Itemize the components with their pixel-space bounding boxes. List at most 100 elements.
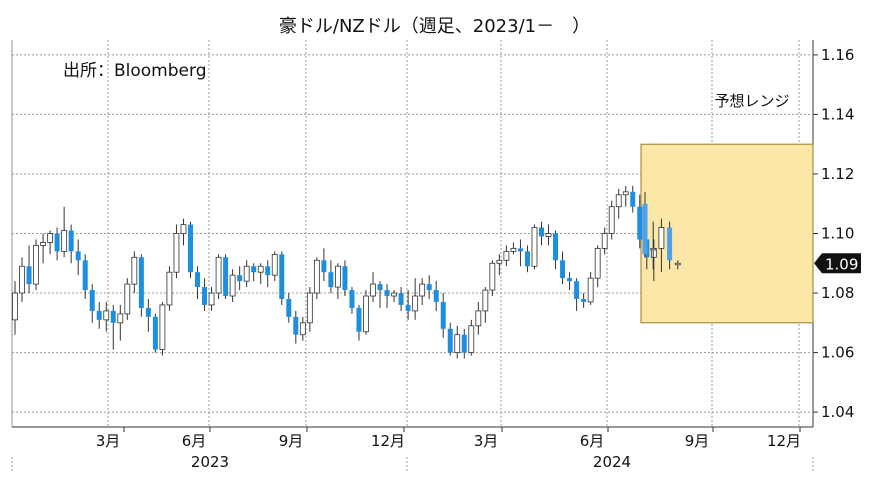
candle-up xyxy=(489,262,496,291)
candle-up xyxy=(594,247,601,279)
candle-down xyxy=(560,260,566,279)
candle-down xyxy=(321,260,327,273)
candle-down xyxy=(539,227,544,237)
candle-up xyxy=(313,259,320,294)
candle-up xyxy=(475,310,482,327)
candle-up xyxy=(601,233,608,249)
candle-up xyxy=(19,265,25,294)
candle-down xyxy=(567,278,573,282)
candle-down xyxy=(293,316,299,335)
candle-down xyxy=(251,266,257,273)
candle-down xyxy=(26,266,32,285)
candle-up xyxy=(131,256,138,285)
x-year-label: 2023 xyxy=(191,453,229,471)
candle-down xyxy=(202,287,208,305)
candle-down xyxy=(377,284,383,291)
candle-up xyxy=(335,265,341,288)
y-axis: 1.16 1.14 1.12 1.10 1.08 1.06 1.04 1.09 xyxy=(813,46,861,421)
candle-down xyxy=(82,260,88,291)
candle-down xyxy=(574,281,580,299)
x-month-label: 12月 xyxy=(767,432,801,450)
candle-up xyxy=(615,194,622,208)
candle-down xyxy=(145,307,151,317)
candle-down xyxy=(349,290,355,308)
x-month-label: 3月 xyxy=(474,432,499,450)
candle-up xyxy=(306,292,313,324)
x-month-label: 9月 xyxy=(685,432,710,450)
candle-up xyxy=(124,283,131,315)
candle-down xyxy=(279,254,285,299)
candle-up xyxy=(299,322,306,336)
candle-up xyxy=(454,334,461,353)
candle-down xyxy=(517,248,523,252)
x-month-label: 3月 xyxy=(96,432,121,450)
candle-down xyxy=(630,191,636,207)
candle-up xyxy=(650,247,657,251)
candle-down xyxy=(68,230,74,252)
candle-up xyxy=(208,292,215,306)
grid-lines xyxy=(11,40,814,428)
candle-up xyxy=(468,325,475,353)
source-label: 出所：Bloomberg xyxy=(63,61,207,81)
y-tick-label: 1.16 xyxy=(821,46,854,64)
candle-up xyxy=(12,292,18,321)
chart-title: 豪ドル/NZドル（週足、2023/1－ ） xyxy=(278,16,591,37)
candle-up xyxy=(47,233,53,243)
candle-down xyxy=(286,298,292,317)
x-year-label: 2024 xyxy=(593,453,631,471)
x-month-label: 9月 xyxy=(279,432,304,450)
candle-down xyxy=(328,272,334,288)
candle-up xyxy=(674,262,681,266)
candle-down xyxy=(581,298,587,302)
candle-down xyxy=(440,301,446,329)
forecast-range-label: 予想レンジ xyxy=(714,92,789,110)
candle-down xyxy=(96,310,102,320)
candle-up xyxy=(159,304,166,351)
candle-up xyxy=(510,247,517,252)
candle-up xyxy=(33,245,39,285)
candle-down xyxy=(342,266,348,291)
candle-up xyxy=(496,259,503,264)
candle-up xyxy=(587,277,594,303)
candle-down xyxy=(89,290,95,311)
forecast-range-layer: 予想レンジ xyxy=(640,92,814,324)
forecast-range-box xyxy=(640,143,814,324)
candle-down xyxy=(398,293,404,305)
candle-down xyxy=(223,257,229,297)
candle-up xyxy=(608,206,615,234)
candle-up xyxy=(545,233,552,237)
current-value-label: 1.09 xyxy=(825,255,858,273)
x-month-label: 6月 xyxy=(182,432,207,450)
candles-layer xyxy=(12,185,681,359)
candle-down xyxy=(195,272,201,288)
x-axis: 3月 6月 9月 12月 3月 6月 9月 12月 2023 2024 xyxy=(11,427,814,471)
candle-up xyxy=(419,283,426,297)
candle-up xyxy=(166,271,173,306)
candle-down xyxy=(384,290,390,297)
candle-up xyxy=(61,230,68,252)
candle-up xyxy=(531,227,538,267)
candle-down xyxy=(138,257,144,308)
x-month-label: 12月 xyxy=(371,432,405,450)
candle-down xyxy=(426,284,432,291)
candle-up xyxy=(503,250,510,261)
candle-down xyxy=(237,275,243,282)
candle-down xyxy=(265,266,271,276)
candle-down xyxy=(405,304,411,311)
candle-up xyxy=(180,224,187,234)
candle-up xyxy=(622,191,629,196)
candle-down xyxy=(356,307,362,332)
candle-down xyxy=(447,328,453,353)
candle-up xyxy=(117,313,124,324)
candle-up xyxy=(229,274,236,297)
candle-up xyxy=(658,227,665,249)
candle-down xyxy=(152,316,158,350)
candle-down xyxy=(75,251,81,261)
y-tick-label: 1.04 xyxy=(821,403,854,421)
x-month-label: 6月 xyxy=(580,432,605,450)
y-tick-label: 1.08 xyxy=(821,284,854,302)
candle-up xyxy=(363,295,369,333)
candle-down xyxy=(110,310,116,323)
candle-up xyxy=(391,292,397,297)
